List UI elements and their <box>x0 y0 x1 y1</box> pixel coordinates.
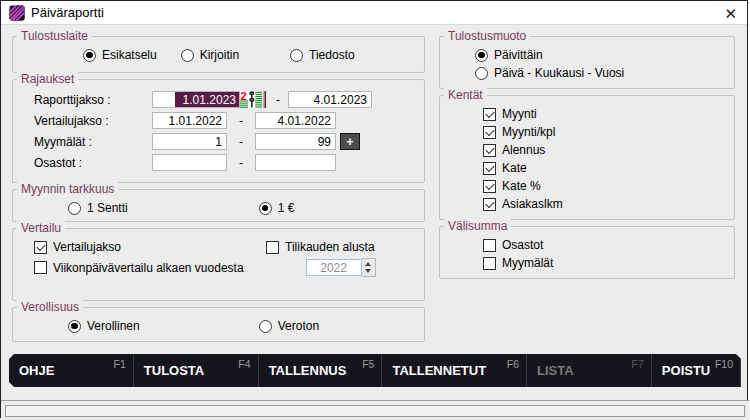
svg-text:2: 2 <box>241 91 247 102</box>
